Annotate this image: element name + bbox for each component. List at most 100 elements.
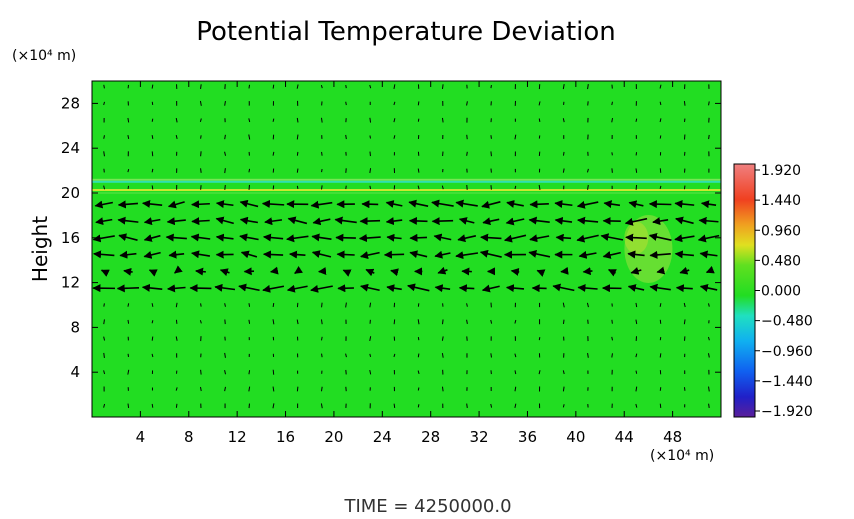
- wind-vector: [224, 168, 226, 174]
- wind-vector: [174, 265, 183, 274]
- wind-vector: [481, 200, 501, 209]
- wind-vector: [698, 216, 719, 225]
- wind-vector: [219, 268, 230, 276]
- wind-vector: [514, 353, 517, 358]
- wind-vector: [200, 168, 202, 173]
- wind-vector: [417, 185, 420, 190]
- wind-vector: [191, 217, 210, 226]
- wind-vector: [365, 268, 375, 277]
- wind-vector: [630, 266, 642, 275]
- wind-vector: [562, 118, 565, 123]
- wind-vector: [239, 216, 259, 225]
- wind-vector: [342, 269, 352, 277]
- wind-vector: [272, 319, 275, 325]
- wind-vector: [674, 199, 695, 208]
- wind-vector: [175, 117, 178, 123]
- wind-vector: [506, 200, 524, 208]
- wind-vector: [320, 386, 323, 392]
- wind-vector: [175, 336, 178, 341]
- wind-vector: [238, 283, 260, 292]
- wind-vector: [627, 284, 645, 292]
- wind-vector: [224, 151, 227, 156]
- wind-vector: [359, 217, 381, 226]
- wind-vector: [118, 233, 138, 242]
- wind-vector: [199, 320, 202, 324]
- wind-vector: [321, 302, 323, 308]
- field-band-upper: [92, 178, 721, 181]
- colorbar-label: −1.440: [761, 374, 813, 390]
- wind-vector: [248, 319, 251, 324]
- wind-vector: [635, 168, 638, 173]
- wind-vector: [127, 319, 130, 324]
- wind-vector: [127, 135, 130, 139]
- y-tick-label: 12: [61, 274, 80, 292]
- wind-vector: [151, 135, 154, 139]
- wind-vector: [168, 250, 185, 259]
- wind-vector: [321, 336, 323, 341]
- wind-vector: [269, 266, 279, 275]
- wind-vector: [151, 403, 154, 408]
- wind-vector: [560, 266, 569, 275]
- wind-vector: [683, 302, 686, 308]
- wind-vector: [103, 352, 105, 358]
- wind-vector: [458, 284, 475, 293]
- wind-vector: [481, 284, 500, 293]
- wind-vector: [175, 134, 178, 140]
- wind-vector: [635, 353, 638, 358]
- wind-vector: [490, 403, 493, 408]
- wind-vector: [224, 134, 226, 140]
- wind-vector: [94, 200, 114, 209]
- wind-vector: [417, 336, 420, 341]
- wind-vector: [514, 403, 517, 409]
- wind-vector: [409, 233, 428, 242]
- wind-vector: [434, 284, 451, 293]
- wind-vector: [679, 266, 690, 275]
- wind-vector: [393, 353, 396, 358]
- wind-vector: [562, 168, 565, 173]
- wind-vector: [296, 319, 299, 325]
- wind-vector: [624, 217, 648, 226]
- x-tick-label: 44: [615, 428, 634, 446]
- wind-vector: [191, 250, 211, 259]
- colorbar-label: 1.920: [761, 163, 801, 179]
- wind-vector: [142, 199, 163, 208]
- wind-vector: [441, 319, 444, 325]
- wind-vector: [708, 353, 710, 358]
- wind-vector: [659, 135, 662, 139]
- wind-vector: [385, 200, 403, 208]
- wind-vector: [224, 370, 227, 375]
- wind-vector: [287, 216, 308, 225]
- wind-vector: [320, 403, 323, 409]
- wind-vector: [536, 269, 546, 277]
- wind-vector: [345, 101, 347, 106]
- wind-vector: [441, 336, 444, 341]
- wind-vector: [369, 185, 371, 190]
- wind-vector: [441, 117, 444, 123]
- x-tick-label: 40: [566, 428, 585, 446]
- wind-vector: [635, 319, 638, 325]
- wind-vector: [552, 283, 575, 292]
- wind-vector: [578, 250, 597, 259]
- wind-vector: [683, 319, 686, 325]
- chart-title: Potential Temperature Deviation: [196, 17, 616, 47]
- wind-vector: [417, 387, 420, 391]
- wind-vector: [611, 152, 613, 156]
- wind-vector: [262, 233, 284, 242]
- wind-vector: [393, 84, 396, 89]
- x-tick-label: 24: [373, 428, 392, 446]
- wind-vector: [119, 250, 137, 259]
- wind-vector: [528, 216, 550, 225]
- y-tick-label: 20: [61, 184, 80, 202]
- wind-vector: [600, 233, 624, 242]
- wind-vector: [648, 200, 672, 209]
- colorbar-label: 0.000: [761, 284, 801, 300]
- plot-area: [91, 80, 722, 418]
- wind-vector: [369, 369, 372, 375]
- wind-vector: [360, 251, 380, 260]
- wind-vector: [103, 303, 105, 307]
- wind-vector: [417, 353, 420, 358]
- wind-vector: [562, 151, 565, 156]
- wind-vector: [587, 84, 589, 90]
- wind-vector: [369, 117, 372, 123]
